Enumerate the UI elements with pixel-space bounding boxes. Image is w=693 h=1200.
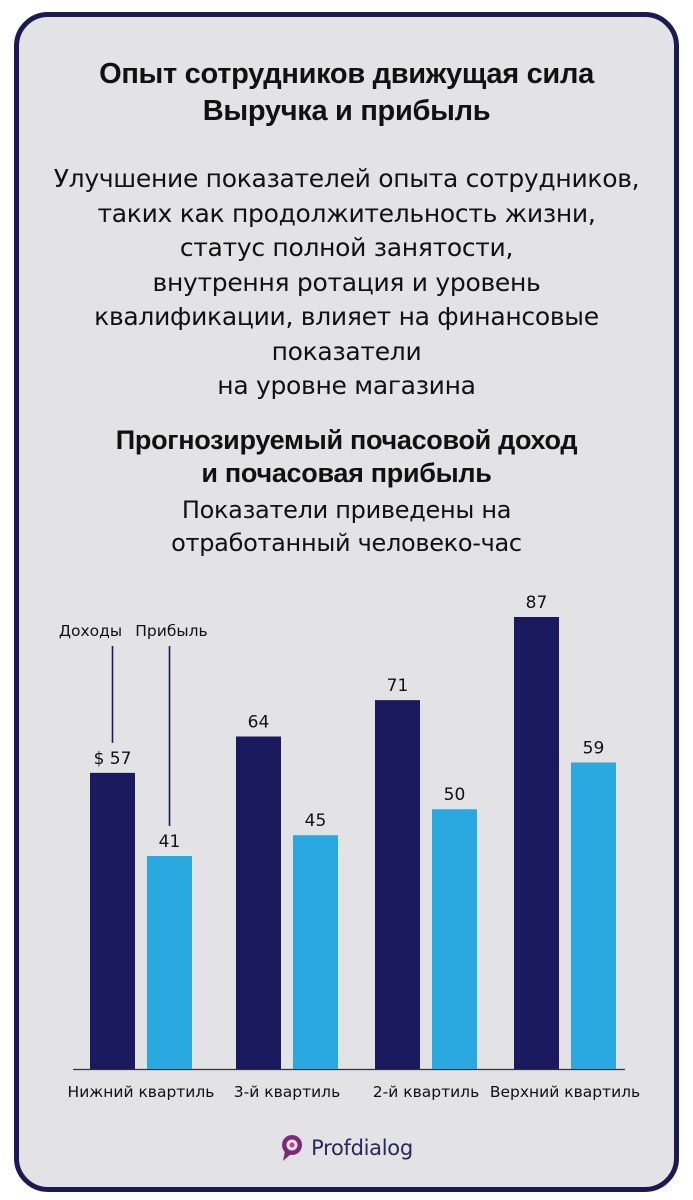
intro-line: таких как продолжительность жизни, [97, 198, 596, 228]
brand-name: Profdialog [311, 1136, 413, 1160]
intro-line: показатели [271, 336, 422, 366]
intro-line: квалификации, влияет на финансовые [94, 302, 599, 331]
profdialog-logo-icon [282, 1135, 303, 1161]
page-title: Опыт сотрудников движущая сила Выручка и… [0, 56, 693, 130]
title-line: Опыт сотрудников движущая сила [99, 58, 594, 90]
chart-subtitle: Показатели приведены на отработанный чел… [0, 494, 693, 560]
chart-title-line: Прогнозируемый почасовой доход [115, 425, 578, 455]
intro-line: внутрення ротация и уровень [152, 267, 541, 297]
chart-title-line: и почасовая прибыль [201, 458, 492, 488]
intro-text: Улучшение показателей опыта сотрудников,… [0, 162, 693, 404]
brand-footer: Profdialog [0, 1134, 693, 1166]
intro-line: Улучшение показателей опыта сотрудников, [53, 164, 640, 193]
brand-logo: Profdialog [280, 1134, 413, 1162]
chart-title: Прогнозируемый почасовой доход и почасов… [0, 424, 693, 490]
chart-subtitle-line: Показатели приведены на [181, 496, 512, 524]
chart-subtitle-line: отработанный человеко-час [171, 529, 522, 557]
intro-line: на уровне магазина [217, 371, 476, 400]
intro-line: статус полной занятости, [179, 233, 514, 262]
title-line: Выручка и прибыль [202, 95, 491, 127]
